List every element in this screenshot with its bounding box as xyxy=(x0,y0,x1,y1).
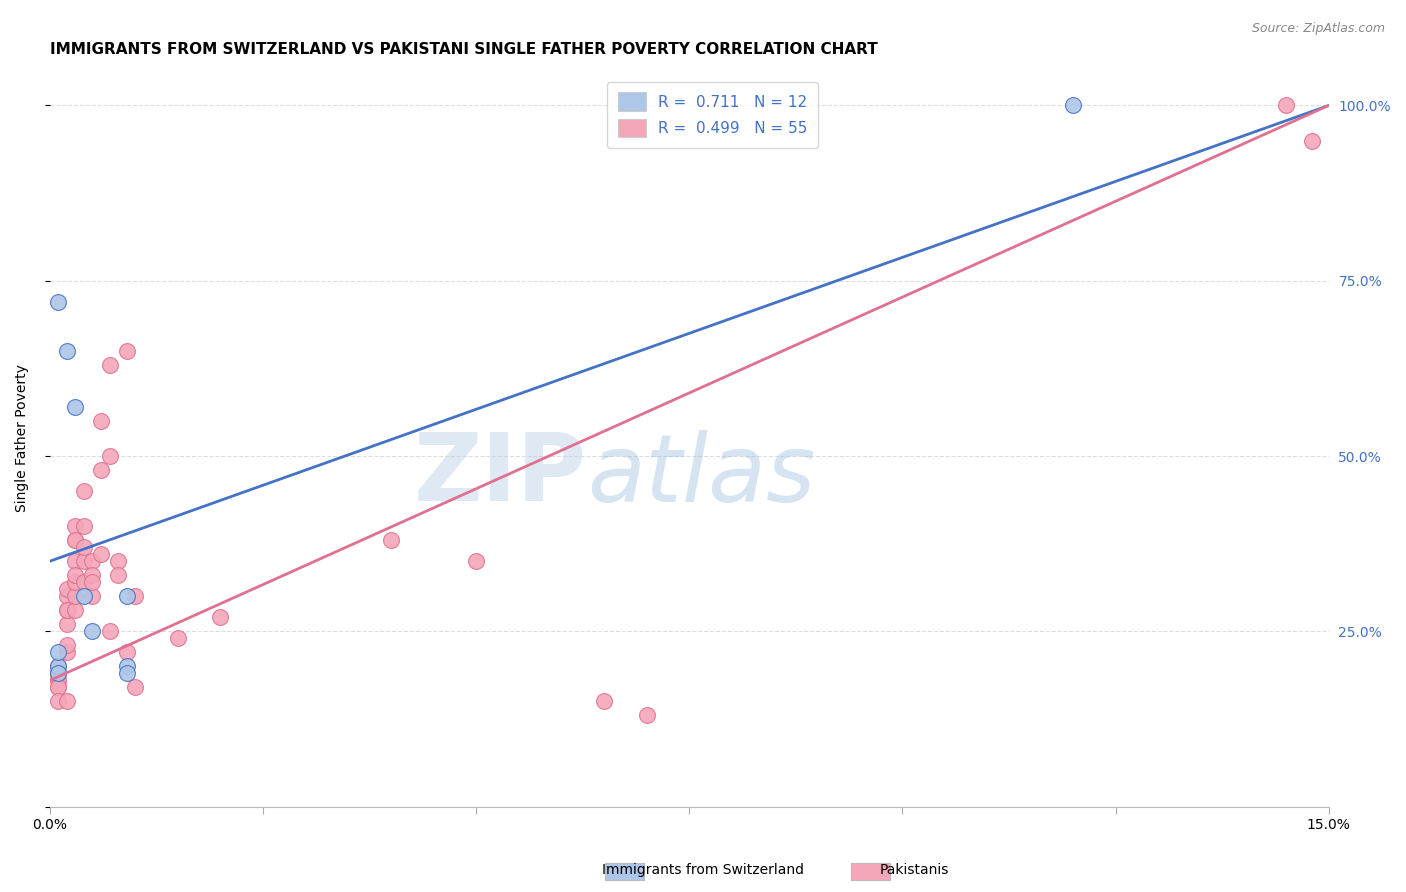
Point xyxy=(56,603,79,617)
Point xyxy=(48,666,70,681)
Point xyxy=(65,589,87,603)
Point xyxy=(380,533,402,548)
Point xyxy=(48,673,70,688)
Point xyxy=(107,554,129,568)
Point xyxy=(48,659,70,673)
Point xyxy=(65,603,87,617)
Point xyxy=(82,554,104,568)
Point xyxy=(73,519,96,533)
Point xyxy=(636,708,658,723)
Point xyxy=(48,666,70,681)
Point xyxy=(124,681,146,695)
Y-axis label: Single Father Poverty: Single Father Poverty xyxy=(15,365,30,512)
Point xyxy=(48,673,70,688)
Text: ZIP: ZIP xyxy=(413,429,586,521)
Point xyxy=(73,575,96,590)
Point xyxy=(65,568,87,582)
Point xyxy=(115,589,138,603)
Point xyxy=(90,414,112,428)
Point xyxy=(90,547,112,561)
Point xyxy=(73,484,96,499)
Point xyxy=(124,589,146,603)
Point xyxy=(65,533,87,548)
Point xyxy=(56,638,79,652)
Point xyxy=(115,659,138,673)
Point xyxy=(48,666,70,681)
Point xyxy=(209,610,232,624)
Point xyxy=(65,554,87,568)
Text: IMMIGRANTS FROM SWITZERLAND VS PAKISTANI SINGLE FATHER POVERTY CORRELATION CHART: IMMIGRANTS FROM SWITZERLAND VS PAKISTANI… xyxy=(49,42,877,57)
Text: atlas: atlas xyxy=(586,430,815,521)
Point xyxy=(73,589,96,603)
Point xyxy=(48,659,70,673)
Point xyxy=(56,617,79,632)
Point xyxy=(73,540,96,554)
Point xyxy=(56,589,79,603)
Point xyxy=(115,645,138,659)
Point xyxy=(107,568,129,582)
Point xyxy=(56,694,79,708)
Point xyxy=(82,589,104,603)
Point xyxy=(98,358,121,372)
Legend: R =  0.711   N = 12, R =  0.499   N = 55: R = 0.711 N = 12, R = 0.499 N = 55 xyxy=(607,82,818,148)
Point xyxy=(82,568,104,582)
Point xyxy=(65,400,87,414)
Point xyxy=(73,554,96,568)
Point xyxy=(115,666,138,681)
Point xyxy=(115,343,138,358)
Point xyxy=(56,645,79,659)
Point xyxy=(56,343,79,358)
Point xyxy=(65,519,87,533)
Point xyxy=(465,554,488,568)
Text: Source: ZipAtlas.com: Source: ZipAtlas.com xyxy=(1251,22,1385,36)
Text: Immigrants from Switzerland: Immigrants from Switzerland xyxy=(602,863,804,877)
Point xyxy=(98,449,121,463)
Point xyxy=(90,463,112,477)
Point xyxy=(1062,98,1084,112)
Point xyxy=(1301,134,1323,148)
Point xyxy=(48,294,70,309)
Point xyxy=(48,681,70,695)
Point xyxy=(48,681,70,695)
Point xyxy=(48,645,70,659)
Point xyxy=(82,575,104,590)
Point xyxy=(1275,98,1298,112)
Text: Pakistanis: Pakistanis xyxy=(879,863,949,877)
Point xyxy=(56,582,79,597)
Point xyxy=(82,624,104,639)
Point xyxy=(48,666,70,681)
Point xyxy=(593,694,616,708)
Point xyxy=(48,666,70,681)
Point xyxy=(56,603,79,617)
Point xyxy=(166,632,188,646)
Point xyxy=(48,694,70,708)
Point xyxy=(98,624,121,639)
Point xyxy=(65,533,87,548)
Point xyxy=(65,575,87,590)
